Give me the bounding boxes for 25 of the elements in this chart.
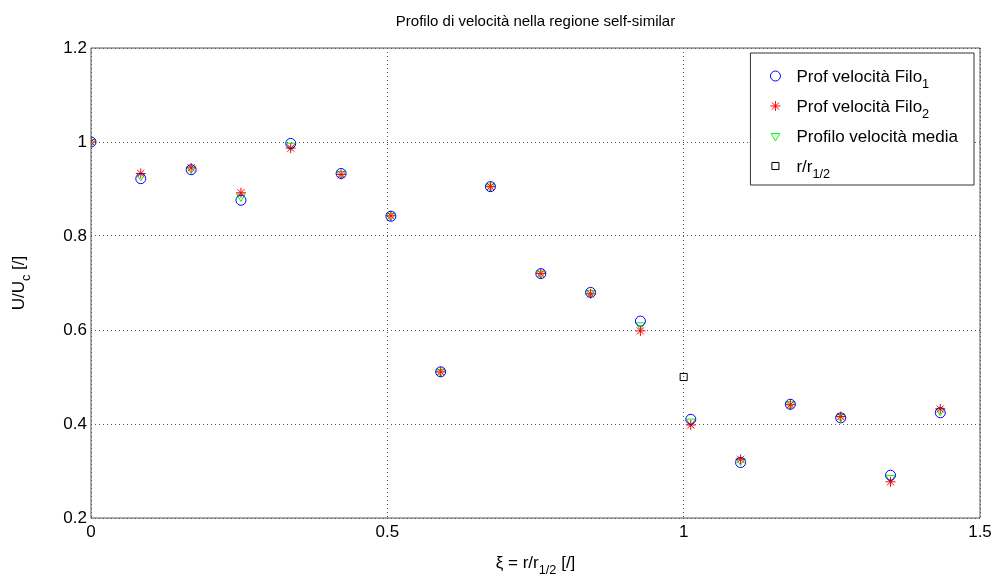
x-tick-label: 1.5	[968, 521, 992, 541]
y-tick-label: 0.6	[63, 319, 87, 339]
x-tick-label: 0	[86, 521, 96, 541]
point	[735, 453, 747, 465]
point	[634, 315, 646, 327]
y-tick-label: 1.2	[63, 37, 87, 57]
point	[934, 403, 946, 415]
y-tick-label: 0.8	[63, 225, 87, 245]
x-tick-label: 0.5	[375, 521, 400, 541]
legend-label: Profilo velocità media	[796, 127, 959, 146]
point	[135, 167, 147, 179]
point	[634, 325, 646, 337]
point	[679, 372, 688, 382]
chart-title: Profilo di velocità nella regione self-similar	[395, 12, 676, 29]
x-tick-label: 1	[678, 521, 689, 541]
y-tick-label: 0.2	[63, 507, 87, 527]
y-tick-label: 0.4	[63, 413, 87, 433]
point	[685, 413, 697, 425]
point	[635, 322, 646, 331]
point	[885, 476, 897, 488]
point	[285, 137, 297, 149]
y-tick-label: 1	[77, 131, 87, 151]
y-axis-title: U/Uc [/]	[9, 255, 33, 311]
point	[885, 469, 897, 481]
point	[235, 187, 247, 199]
